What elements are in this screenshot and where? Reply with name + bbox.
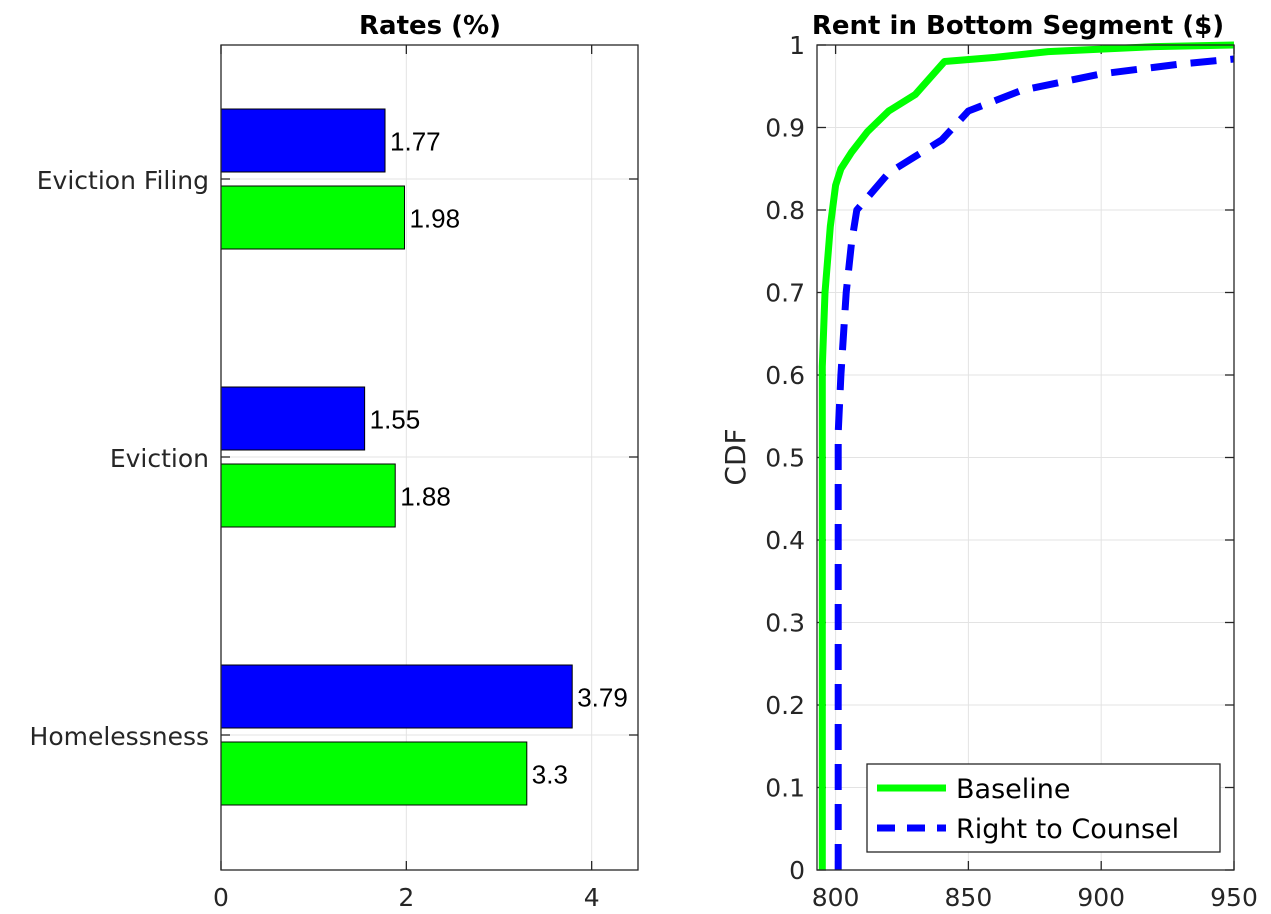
right-x-tick-label: 900 — [1077, 883, 1125, 912]
right-x-tick-labels: 800 850 900 950 — [812, 883, 1258, 912]
right-y-tick-label: 0.3 — [765, 609, 805, 638]
bar — [220, 185, 405, 250]
bar-data-label: 1.55 — [370, 405, 421, 435]
bar — [220, 741, 528, 806]
bar — [220, 108, 386, 173]
right-y-tick-label: 0.8 — [765, 196, 805, 225]
legend-baseline-label: Baseline — [956, 774, 1070, 805]
left-x-tick-label: 0 — [213, 883, 229, 912]
left-category-labels: Eviction Filing Eviction Homelessness — [30, 166, 209, 751]
right-y-tick-label: 0.6 — [765, 361, 805, 390]
right-y-tick-label: 0.7 — [765, 279, 805, 308]
bar-data-label: 1.98 — [409, 204, 460, 234]
right-y-tick-labels: 0 0.1 0.2 0.3 0.4 0.5 0.6 0.7 0.8 0.9 1 — [765, 31, 805, 885]
legend: Baseline Right to Counsel — [866, 763, 1221, 853]
left-x-tick-label: 4 — [584, 883, 600, 912]
left-x-tick-label: 2 — [398, 883, 414, 912]
right-y-tick-label: 0.5 — [765, 444, 805, 473]
bar-data-label: 3.3 — [532, 760, 568, 790]
right-x-tick-label: 850 — [945, 883, 993, 912]
left-data-labels: 1.77 1.98 1.55 1.88 3.79 3.3 — [370, 127, 628, 790]
left-category-label: Eviction Filing — [37, 166, 209, 195]
right-y-tick-label: 0.1 — [765, 774, 805, 803]
left-category-label: Eviction — [110, 444, 209, 473]
left-category-label: Homelessness — [30, 722, 209, 751]
legend-box — [866, 763, 1221, 853]
right-lines — [818, 41, 1235, 870]
bar-data-label: 1.88 — [400, 482, 451, 512]
bar-data-label: 1.77 — [390, 127, 441, 157]
right-y-tick-label: 0 — [789, 856, 805, 885]
right-axes-box — [816, 44, 1235, 871]
right-to-counsel-cdf-line — [834, 55, 1235, 870]
right-panel: Rent in Bottom Segment ($) 0 0.1 0.2 0.3 0.4… — [719, 11, 1258, 912]
bar — [220, 664, 573, 729]
bar-data-label: 3.79 — [577, 683, 628, 713]
left-title: Rates (%) — [359, 11, 501, 41]
bar — [220, 386, 366, 451]
right-y-tick-label: 0.4 — [765, 526, 805, 555]
right-y-tick-label: 0.2 — [765, 691, 805, 720]
right-grid — [817, 44, 1235, 871]
baseline-cdf-line — [818, 41, 1235, 870]
right-y-axis-label: CDF — [719, 428, 752, 485]
right-title: Rent in Bottom Segment ($) — [812, 11, 1224, 41]
left-x-tick-labels: 0 2 4 — [213, 883, 600, 912]
left-panel: Rates (%) 1.77 1.98 1.55 1.88 3.79 3.3 Evicti… — [30, 11, 639, 912]
left-bars — [220, 108, 573, 806]
right-x-tick-label: 800 — [812, 883, 860, 912]
right-x-tick-label: 950 — [1210, 883, 1258, 912]
bar — [220, 463, 396, 528]
right-y-tick-label: 1 — [789, 31, 805, 60]
left-axes-box — [220, 44, 639, 871]
right-y-tick-label: 0.9 — [765, 114, 805, 143]
legend-right-to-counsel-label: Right to Counsel — [956, 814, 1179, 845]
